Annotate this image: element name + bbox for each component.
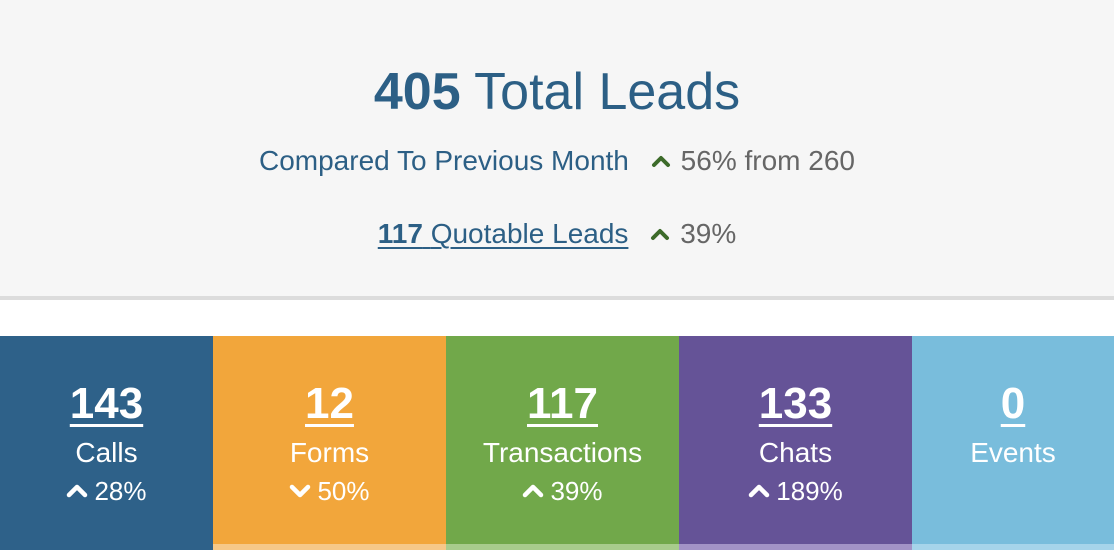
tile-accent-strip <box>213 544 446 550</box>
quotable-leads-link[interactable]: 117 Quotable Leads <box>378 218 629 249</box>
tile-change: 28% <box>0 475 213 507</box>
quotable-delta: 39% <box>680 218 737 249</box>
comparison-label: Compared To Previous Month <box>258 145 629 176</box>
tile-name: Forms <box>289 437 370 468</box>
tile-change-value: 50% <box>317 476 370 506</box>
tile-change: 189% <box>679 475 912 507</box>
tile-count[interactable]: 133 <box>758 379 833 428</box>
tile-count[interactable]: 12 <box>305 379 354 428</box>
quotable-leads-count: 117 <box>377 218 423 249</box>
tile-change-value: 39% <box>550 476 603 506</box>
month-comparison: Compared To Previous Month 56% from 260 <box>0 143 1114 179</box>
lead-source-tiles: 143 Calls 28% 12 Forms 50% 117 Transacti… <box>0 336 1114 550</box>
tile-accent-strip <box>679 544 912 550</box>
tile-count[interactable]: 0 <box>1000 379 1026 428</box>
leads-summary-panel: 405 Total Leads Compared To Previous Mon… <box>0 58 1114 300</box>
chevron-up-icon <box>651 228 670 240</box>
total-leads-count: 405 <box>373 63 461 121</box>
tile-change-value: 28% <box>94 476 147 506</box>
total-leads-label: Total Leads <box>474 63 741 121</box>
tile-name: Calls <box>75 437 138 468</box>
tile-name: Transactions <box>482 437 643 468</box>
tile-name: Chats <box>758 437 833 468</box>
tile-forms[interactable]: 12 Forms 50% <box>213 336 446 550</box>
quotable-leads-label: Quotable Leads <box>430 218 629 249</box>
chevron-up-icon <box>749 484 770 498</box>
chevron-up-icon <box>523 484 544 498</box>
tile-transactions[interactable]: 117 Transactions 39% <box>446 336 679 550</box>
tile-name: Events <box>970 437 1056 468</box>
tile-change: 50% <box>213 475 446 507</box>
total-leads-heading: 405 Total Leads <box>0 58 1114 126</box>
tile-chats[interactable]: 133 Chats 189% <box>679 336 912 550</box>
comparison-delta: 56% from 260 <box>680 145 855 176</box>
tile-change-value: 189% <box>776 476 843 506</box>
tile-accent-strip <box>912 544 1114 550</box>
tile-count[interactable]: 117 <box>527 379 598 428</box>
tile-change: 39% <box>446 475 679 507</box>
tile-calls[interactable]: 143 Calls 28% <box>0 336 213 550</box>
quotable-leads-row: 117 Quotable Leads 39% <box>0 216 1114 252</box>
chevron-up-icon <box>67 484 88 498</box>
tile-events[interactable]: 0 Events <box>912 336 1114 550</box>
tile-accent-strip <box>0 544 213 550</box>
chevron-up-icon <box>651 155 670 167</box>
tile-accent-strip <box>446 544 679 550</box>
chevron-down-icon <box>290 484 311 498</box>
tile-count[interactable]: 143 <box>69 379 144 428</box>
